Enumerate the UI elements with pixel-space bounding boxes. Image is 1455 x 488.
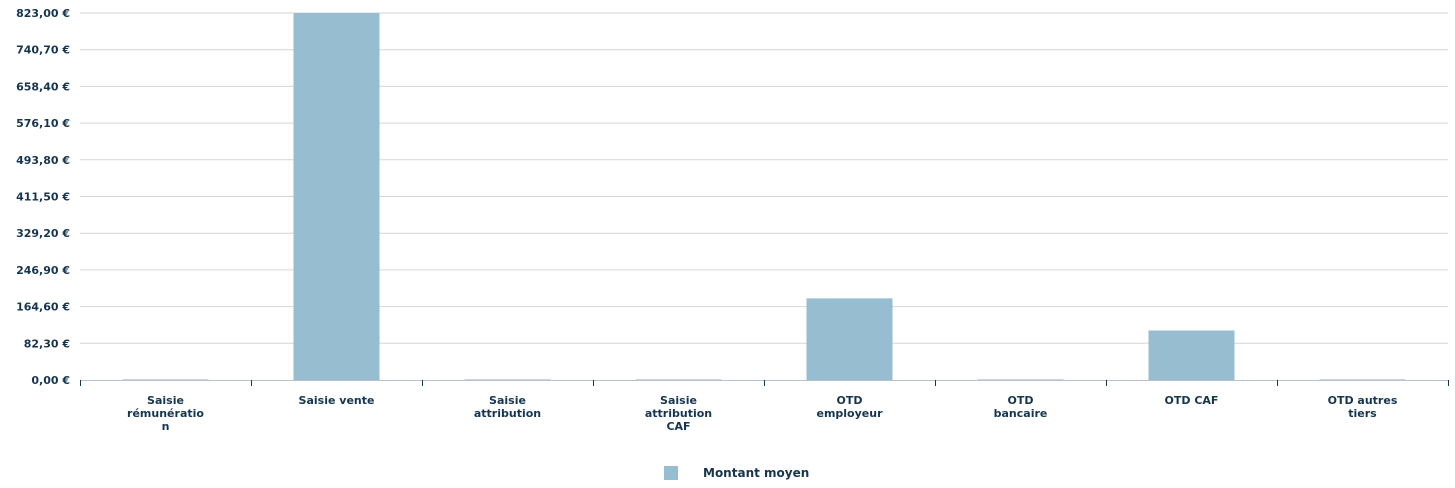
y-tick-label: 493,80 € bbox=[16, 154, 70, 167]
legend-label: Montant moyen bbox=[703, 466, 809, 480]
y-tick-label: 246,90 € bbox=[16, 264, 70, 277]
y-tick-label: 82,30 € bbox=[24, 337, 70, 350]
x-category-label: OTD autres tiers bbox=[1328, 394, 1398, 420]
y-tick-label: 740,70 € bbox=[16, 44, 70, 57]
bar[interactable] bbox=[1148, 330, 1235, 380]
x-category-label: OTD bancaire bbox=[994, 394, 1048, 420]
y-tick-label: 576,10 € bbox=[16, 117, 70, 130]
x-category-label: Saisie vente bbox=[299, 394, 375, 407]
legend-swatch bbox=[664, 466, 678, 480]
bar[interactable] bbox=[635, 379, 722, 380]
bar[interactable] bbox=[977, 379, 1064, 380]
y-tick-label: 0,00 € bbox=[31, 374, 70, 387]
x-category-label: OTD employeur bbox=[816, 394, 883, 420]
bar[interactable] bbox=[122, 379, 209, 380]
x-category-label: Saisie attribution CAF bbox=[645, 394, 712, 433]
y-tick-label: 823,00 € bbox=[16, 7, 70, 20]
bar[interactable] bbox=[806, 298, 893, 380]
x-category-label: Saisie rémunératio n bbox=[127, 394, 204, 433]
axes bbox=[80, 380, 1449, 386]
gridlines bbox=[80, 12, 1448, 344]
y-tick-label: 164,60 € bbox=[16, 301, 70, 314]
bars bbox=[122, 13, 1406, 380]
x-category-labels: Saisie rémunératio n Saisie vente Saisie attr… bbox=[127, 394, 1398, 433]
x-category-label: Saisie attribution bbox=[474, 394, 541, 420]
x-category-label: OTD CAF bbox=[1165, 394, 1219, 407]
bar[interactable] bbox=[464, 379, 551, 380]
bar[interactable] bbox=[1319, 379, 1406, 380]
y-tick-labels: 0,00 € 82,30 € 164,60 € 246,90 € 329,20 € 411… bbox=[16, 7, 70, 387]
y-tick-label: 658,40 € bbox=[16, 80, 70, 93]
legend[interactable]: Montant moyen bbox=[664, 466, 809, 480]
bar[interactable] bbox=[293, 13, 380, 380]
y-tick-label: 329,20 € bbox=[16, 227, 70, 240]
y-tick-label: 411,50 € bbox=[16, 191, 70, 204]
